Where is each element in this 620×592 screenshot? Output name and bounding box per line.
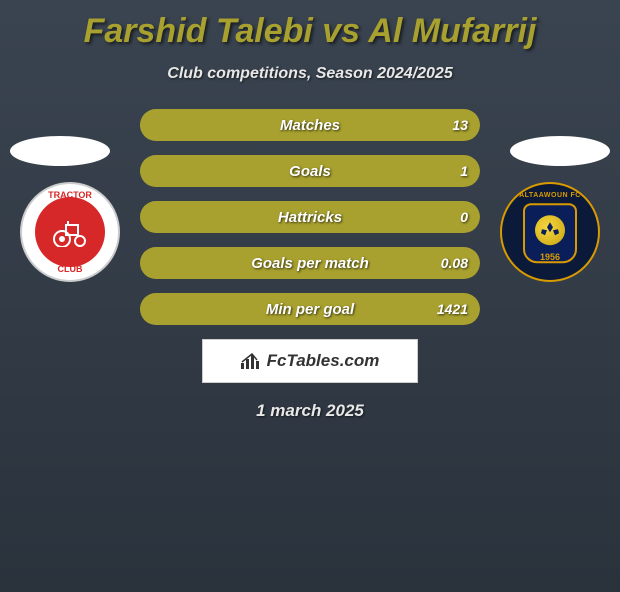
stat-row: Matches13	[140, 109, 480, 141]
bar-chart-icon	[241, 353, 261, 369]
stat-row: Hattricks0	[140, 201, 480, 233]
crest-left-bottom-text: CLUB	[22, 264, 118, 274]
stat-value-right: 0.08	[441, 255, 468, 271]
stat-row: Min per goal1421	[140, 293, 480, 325]
page-subtitle: Club competitions, Season 2024/2025	[0, 65, 620, 83]
stat-label: Hattricks	[140, 209, 480, 226]
stat-row: Goals per match0.08	[140, 247, 480, 279]
stat-label: Goals	[140, 163, 480, 180]
crest-right-top-text: ALTAAWOUN FC	[502, 192, 598, 199]
stat-row: Goals1	[140, 155, 480, 187]
branding-badge: FcTables.com	[202, 339, 418, 383]
stat-value-right: 13	[452, 117, 468, 133]
branding-text: FcTables.com	[267, 351, 380, 371]
player-left-ellipse	[10, 136, 110, 166]
crest-left-disc	[35, 197, 105, 267]
stat-label: Matches	[140, 117, 480, 134]
crest-right-year: 1956	[502, 252, 598, 262]
page-title: Farshid Talebi vs Al Mufarrij	[0, 12, 620, 51]
stat-label: Goals per match	[140, 255, 480, 272]
stat-value-right: 0	[460, 209, 468, 225]
stats-container: Matches13 Goals1 Hattricks0 Goals per match…	[140, 109, 480, 325]
stat-label: Min per goal	[140, 301, 480, 318]
player-right-ellipse	[510, 136, 610, 166]
club-crest-right: ALTAAWOUN FC 1956	[500, 182, 600, 282]
club-crest-left: TRACTOR CLUB	[20, 182, 120, 282]
page-date: 1 march 2025	[0, 401, 620, 421]
tractor-icon	[50, 217, 90, 247]
crest-right-ball-icon	[535, 215, 565, 245]
stat-value-right: 1421	[437, 301, 468, 317]
stat-value-right: 1	[460, 163, 468, 179]
